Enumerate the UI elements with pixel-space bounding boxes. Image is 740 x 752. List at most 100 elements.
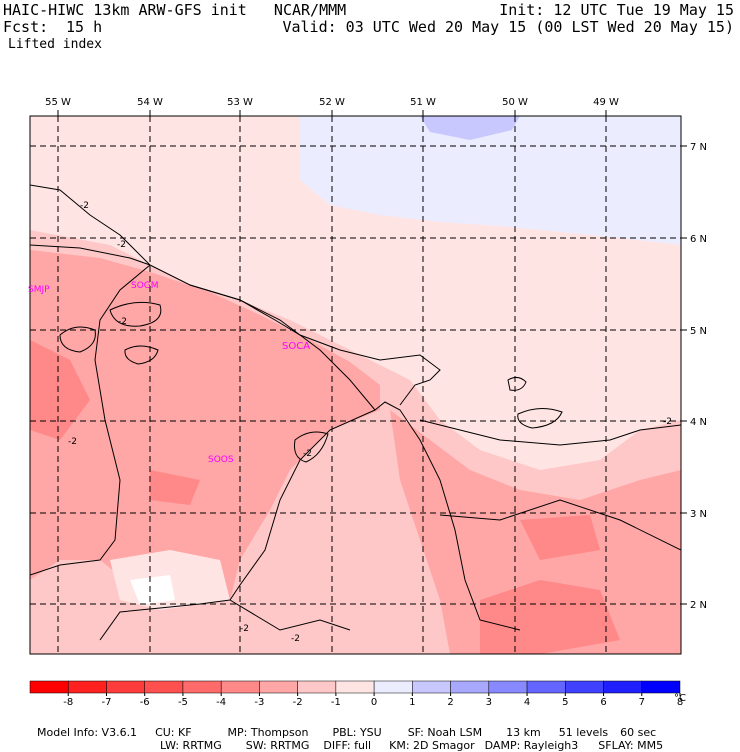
colorbar-cell	[488, 680, 528, 694]
colorbar-tick-label: -3	[254, 697, 264, 708]
lon-label-52w: 52 W	[319, 97, 345, 108]
contour-label-8: -2	[68, 437, 77, 447]
colorbar-tick-label: 4	[524, 697, 530, 708]
station-smjp: SMJP	[28, 285, 50, 295]
colorbar-cell	[603, 680, 643, 694]
contour-label-1: -2	[80, 201, 89, 211]
contour-main	[30, 244, 521, 631]
contour-label-5: -2	[663, 417, 672, 427]
longitude-labels: 55 W 54 W 53 W 52 W 51 W 50 W 49 W	[45, 97, 619, 108]
map-frame	[29, 115, 682, 655]
contour-east-south	[439, 499, 681, 551]
info-pbl: PBL: YSU	[332, 726, 382, 739]
lon-label-49w: 49 W	[593, 97, 619, 108]
lat-label-5n: 5 N	[690, 326, 707, 337]
model-title: HAIC-HIWC 13km ARW-GFS init NCAR/MMM	[3, 1, 347, 19]
shade-minus3-b	[150, 470, 200, 505]
model-info-1: Model Info: V3.6.1 CU: KF MP: Thompson PBL:…	[30, 713, 656, 739]
info-sf: SF: Noah LSM	[407, 726, 483, 739]
info-cu: CU: KF	[155, 726, 192, 739]
shade-positive-area	[300, 116, 681, 245]
info-lw: LW: RRTMG	[160, 739, 222, 752]
contour-label-6: -2	[240, 624, 249, 634]
contour-island-f	[517, 408, 563, 429]
info-timestep: 60 sec	[620, 726, 657, 739]
colorbar-tick-label: -5	[178, 697, 188, 708]
valid-time: Valid: 03 UTC Wed 20 May 15 (00 LST Wed …	[282, 18, 734, 36]
shade-minus3-d	[520, 515, 600, 560]
colorbar-tick-label: 0	[371, 697, 377, 708]
lon-label-50w: 50 W	[502, 97, 528, 108]
colorbar-tick-label: 2	[447, 697, 453, 708]
contour-island-c	[124, 345, 159, 365]
colorbar-cell	[526, 680, 566, 694]
colorbar-tick-label: -2	[293, 697, 303, 708]
shade-positive-core	[420, 116, 520, 140]
info-res: 13 km	[506, 726, 541, 739]
contour-island-b	[109, 301, 162, 327]
colorbar-cell	[106, 680, 145, 694]
lon-label-54w: 54 W	[137, 97, 163, 108]
contour-label-3: -2	[118, 317, 127, 327]
colorbar-cell	[67, 680, 107, 694]
info-version: Model Info: V3.6.1	[37, 726, 138, 739]
colorbar-cell	[412, 680, 451, 694]
colorbar-tick-label: 1	[409, 697, 415, 708]
contour-label-4: -2	[303, 449, 312, 459]
info-sw: SW: RRTMG	[245, 739, 310, 752]
lat-label-2n: 2 N	[690, 600, 707, 611]
field-name: Lifted index	[8, 37, 102, 52]
colorbar-cell	[144, 680, 184, 694]
colorbar-tick-label: 6	[600, 697, 606, 708]
station-sogm: SOGM	[131, 281, 159, 291]
contour-east	[419, 419, 681, 446]
station-soos: SOOS	[208, 455, 234, 465]
lat-label-4n: 4 N	[690, 417, 707, 428]
colorbar-cell	[641, 680, 681, 694]
top-ticks	[57, 110, 607, 116]
right-ticks	[681, 145, 687, 605]
contour-label-7: -2	[291, 634, 300, 644]
contour-south-b	[229, 599, 351, 631]
station-labels: SMJP SOGM SOCA SOOS	[28, 281, 310, 465]
colorbar-cell	[29, 680, 69, 694]
init-time: Init: 12 UTC Tue 19 May 15	[499, 1, 734, 19]
contour-coast	[189, 284, 441, 406]
colorbar-cell	[297, 680, 337, 694]
info-mp: MP: Thompson	[227, 726, 309, 739]
station-soca: SOCA	[282, 341, 310, 352]
colorbar-unit: °C	[674, 693, 686, 704]
colorbar-cell	[220, 680, 260, 694]
lon-label-55w: 55 W	[45, 97, 71, 108]
colorbar-cell	[335, 680, 375, 694]
colorbar-tick-label: 8	[677, 697, 683, 708]
forecast-hour: 15 h	[66, 18, 103, 36]
colorbar-cell	[373, 680, 413, 694]
info-levels: 51 levels	[558, 726, 609, 739]
colorbar-cell	[450, 680, 490, 694]
contour-label-2: -2	[117, 240, 126, 250]
colorbar-tick-label: 7	[639, 697, 645, 708]
colorbar-cell	[565, 680, 604, 694]
model-info-2: LW: RRTMG SW: RRTMG DIFF: full KM: 2D Smago…	[153, 726, 663, 752]
latitude-labels: 7 N 6 N 5 N 4 N 3 N 2 N	[690, 142, 707, 611]
contour-value-labels: -2 -2 -2 -2 -2 -2 -2 -2	[68, 201, 672, 644]
shade-minus3-a	[30, 340, 90, 440]
colorbar-tick-label: -8	[63, 697, 73, 708]
colorbar-tick-label: -6	[140, 697, 150, 708]
contour-north-a	[30, 184, 151, 266]
lat-label-7n: 7 N	[690, 142, 707, 153]
info-damp: DAMP: Rayleigh3	[484, 739, 579, 752]
info-sflay: SFLAY: MM5	[598, 739, 664, 752]
lon-label-51w: 51 W	[410, 97, 436, 108]
contour-south-a	[99, 599, 231, 641]
lat-label-3n: 3 N	[690, 509, 707, 520]
info-km: KM: 2D Smagor	[389, 739, 475, 752]
colorbar-tick-label: 5	[562, 697, 568, 708]
contour-central	[229, 409, 376, 601]
colorbar-tick-label: -7	[101, 697, 111, 708]
forecast-label: Fcst:	[3, 18, 49, 36]
colorbar: -8 -7 -6 -5 -4 -3 -2 -1 0 1 2 3 4 5 6 7 8	[29, 680, 683, 708]
lat-label-6n: 6 N	[690, 234, 707, 245]
